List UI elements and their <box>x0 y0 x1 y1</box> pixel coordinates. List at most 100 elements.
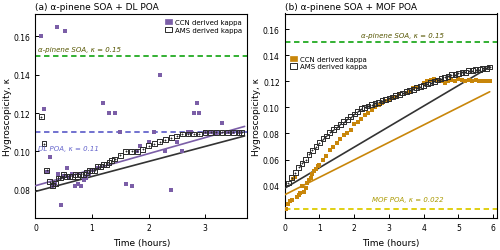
Point <box>298 184 306 188</box>
Point <box>319 137 327 141</box>
Point <box>368 103 376 107</box>
Point <box>40 108 48 112</box>
Legend: CCN derived kappa, AMS derived kappa: CCN derived kappa, AMS derived kappa <box>163 18 244 36</box>
Point <box>54 176 62 180</box>
Point <box>96 165 104 169</box>
Point <box>128 150 136 154</box>
Point <box>133 150 141 154</box>
Point <box>128 150 136 154</box>
Point <box>382 98 390 102</box>
Point <box>178 132 186 136</box>
Point <box>88 169 96 173</box>
Point <box>448 79 456 83</box>
Point <box>94 167 102 171</box>
Point <box>437 78 445 82</box>
Point <box>144 144 152 148</box>
Point <box>385 97 393 101</box>
Point <box>388 96 396 100</box>
Point <box>458 79 466 83</box>
Point <box>100 163 108 167</box>
Point <box>423 82 431 86</box>
Point <box>224 130 232 134</box>
Point <box>54 172 62 176</box>
Point <box>46 180 54 184</box>
Y-axis label: Hygroscopicity, κ: Hygroscopicity, κ <box>252 78 262 155</box>
Point <box>468 80 476 84</box>
Point <box>94 165 102 169</box>
Point <box>388 96 396 100</box>
Point <box>40 142 48 146</box>
Point <box>382 98 390 102</box>
Point <box>482 80 490 84</box>
Point <box>423 80 431 84</box>
Point <box>60 172 68 176</box>
Point <box>57 176 65 180</box>
Point <box>430 78 438 82</box>
Point <box>304 181 312 185</box>
Point <box>238 130 246 134</box>
Point <box>357 118 365 122</box>
Point <box>196 112 203 116</box>
Point <box>486 66 494 70</box>
Point <box>46 156 54 160</box>
Point <box>340 133 348 137</box>
Point <box>482 67 490 71</box>
Point <box>354 110 362 114</box>
Point <box>43 171 51 175</box>
Point <box>357 107 365 111</box>
Point <box>319 158 327 162</box>
Point <box>322 134 330 138</box>
Point <box>465 70 473 73</box>
Text: (b) α-pinene SOA + MOF POA: (b) α-pinene SOA + MOF POA <box>284 3 416 12</box>
Point <box>357 107 365 111</box>
Point <box>465 79 473 83</box>
Point <box>454 72 462 76</box>
Point <box>448 74 456 78</box>
Text: (a) α-pinene SOA + DL POA: (a) α-pinene SOA + DL POA <box>36 3 159 12</box>
Point <box>402 92 410 96</box>
Point <box>374 103 382 107</box>
Point <box>230 130 237 134</box>
Point <box>437 80 445 84</box>
Point <box>68 172 76 176</box>
Point <box>360 106 368 110</box>
Text: DL POA, κ = 0.11: DL POA, κ = 0.11 <box>38 146 99 152</box>
Text: α-pinene SOA, κ = 0.15: α-pinene SOA, κ = 0.15 <box>361 33 444 39</box>
Point <box>212 130 220 134</box>
Point <box>68 174 76 178</box>
Point <box>218 130 226 134</box>
Point <box>80 178 88 182</box>
Point <box>102 163 110 167</box>
Point <box>122 150 130 154</box>
Point <box>37 115 45 119</box>
Point <box>284 202 292 206</box>
Point <box>288 198 296 202</box>
Point <box>133 150 141 154</box>
Point <box>440 76 448 80</box>
X-axis label: Time (hours): Time (hours) <box>113 238 170 247</box>
Point <box>156 74 164 78</box>
Point <box>364 111 372 115</box>
Point <box>167 136 175 140</box>
Point <box>235 130 243 134</box>
Point <box>378 100 386 103</box>
Point <box>43 169 51 173</box>
Point <box>307 176 315 180</box>
Point <box>319 137 327 141</box>
Point <box>51 182 59 186</box>
Point <box>133 150 141 154</box>
Text: α-pinene SOA, κ = 0.15: α-pinene SOA, κ = 0.15 <box>38 47 121 52</box>
Point <box>74 174 82 178</box>
Point <box>201 130 209 134</box>
Point <box>201 130 209 134</box>
Point <box>343 118 351 122</box>
Point <box>224 130 232 134</box>
Point <box>68 174 76 178</box>
Point <box>85 169 93 173</box>
Point <box>53 26 61 30</box>
Point <box>426 81 434 85</box>
Point <box>333 126 341 130</box>
Point <box>385 98 393 102</box>
Point <box>162 150 170 154</box>
Point <box>333 141 341 145</box>
